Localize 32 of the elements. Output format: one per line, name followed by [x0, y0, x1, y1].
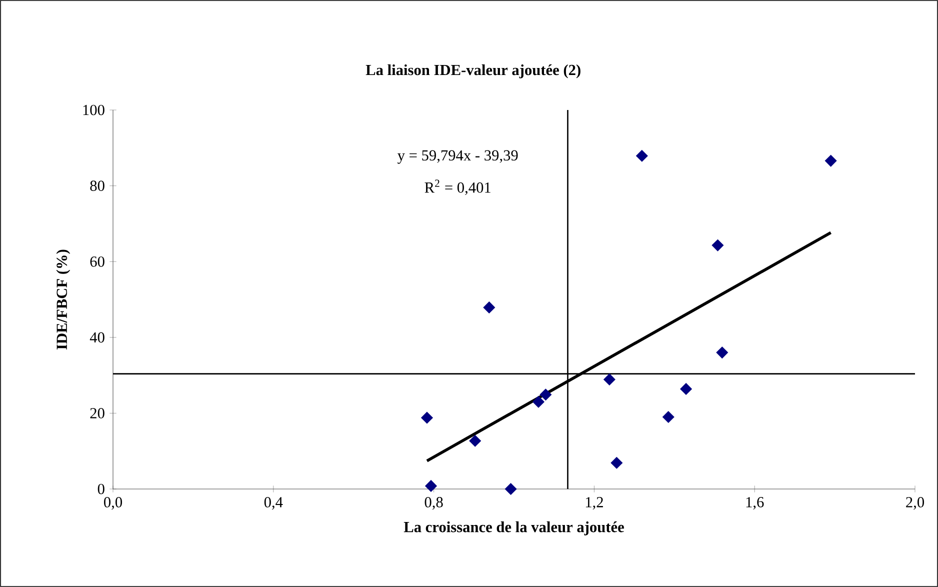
- point: [540, 388, 552, 401]
- point: [610, 456, 623, 469]
- y-tick-label: 40: [90, 332, 104, 343]
- point: [469, 434, 482, 447]
- point: [712, 239, 724, 252]
- point: [636, 150, 648, 162]
- x-tick-label: 0,0: [104, 497, 122, 510]
- x-tick-label: 1,2: [586, 497, 603, 510]
- x-tick-label: 0,4: [264, 497, 283, 510]
- y-tick-label: 20: [90, 408, 104, 418]
- y-tick-label: 0: [98, 484, 104, 494]
- y-axis-title: IDE/FBCF (%): [56, 250, 70, 350]
- point: [504, 483, 517, 495]
- x-axis-title: La croissance de la valeur ajoutée: [404, 521, 624, 536]
- x-tick-label: 0,8: [424, 497, 443, 510]
- chart-title: La liaison IDE-valeur ajoutée (2): [366, 64, 580, 78]
- point: [824, 154, 837, 167]
- point: [425, 480, 437, 492]
- point: [662, 411, 674, 423]
- x-tick-label: 1,6: [746, 497, 764, 510]
- point: [532, 396, 544, 408]
- annotation: y = 59,794x - 39,39: [398, 150, 518, 164]
- y-tick-label: 100: [83, 104, 104, 116]
- y-tick-label: 60: [90, 256, 104, 267]
- annotation: R$^{2}$ = 0,401: [424, 180, 490, 195]
- point: [680, 383, 692, 395]
- point: [483, 302, 496, 314]
- x-tick-label: 2,0: [906, 497, 924, 510]
- y-tick-label: 80: [90, 180, 104, 191]
- point: [716, 346, 728, 358]
- point: [421, 412, 433, 424]
- point: [604, 374, 616, 386]
